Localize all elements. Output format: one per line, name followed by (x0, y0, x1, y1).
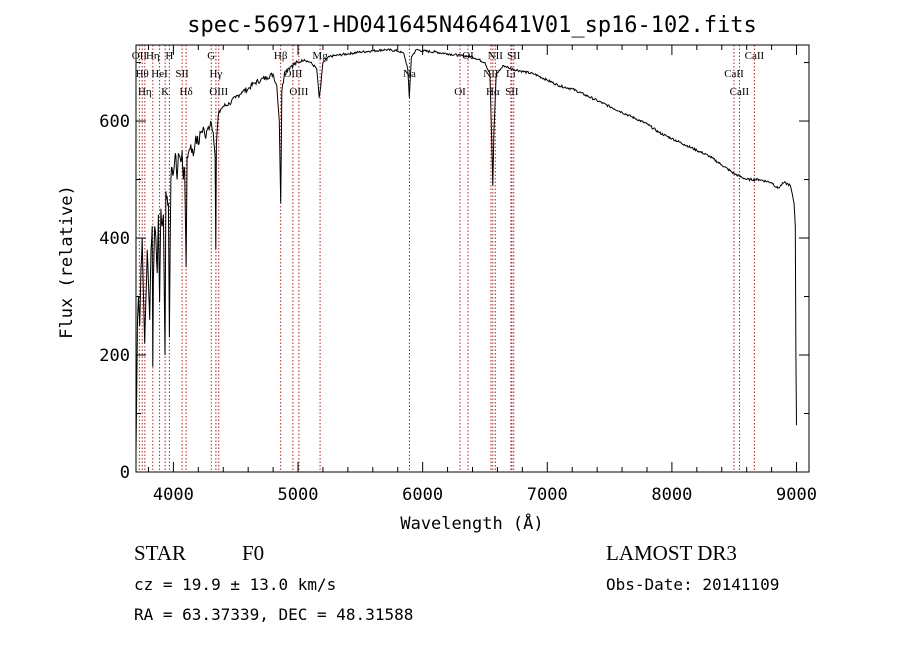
flux-series-line (135, 48, 797, 455)
line-marker-label: OI (454, 86, 466, 98)
line-markers (138, 45, 755, 472)
line-marker-label: SII (505, 86, 519, 98)
line-marker-label: Hβ (274, 50, 288, 62)
y-tick-label: 0 (120, 463, 130, 483)
plot-frame (135, 44, 810, 473)
line-marker-label: Mg (312, 50, 328, 62)
line-marker-label: SII (507, 50, 521, 62)
line-marker-label: Hθ (136, 68, 149, 80)
redshift-info: cz = 19.9 ± 13.0 km/s (134, 575, 336, 594)
line-marker-label: Hη (138, 86, 152, 98)
x-tick-label: 7000 (527, 485, 568, 505)
y-axis: 0 200 400 600 (99, 62, 809, 483)
y-axis-label: Flux (relative) (57, 185, 77, 339)
x-tick-label: 5000 (278, 485, 319, 505)
object-subclass: F0 (242, 541, 264, 565)
line-marker-label: Na (403, 68, 416, 80)
line-marker-label: CaII (730, 86, 750, 98)
x-tick-label: 4000 (153, 485, 194, 505)
line-marker-label: Hδ (180, 86, 193, 98)
line-marker-label: Hγ (209, 68, 222, 80)
line-marker-label: Hη (146, 50, 160, 62)
y-tick-label: 600 (99, 112, 130, 132)
line-marker-label: OIII (283, 68, 302, 80)
line-marker-label: Li (506, 68, 516, 80)
line-marker-label: CaII (724, 68, 744, 80)
coordinates: RA = 63.37339, DEC = 48.31588 (134, 605, 413, 624)
x-axis-label: Wavelength (Å) (400, 512, 543, 534)
line-marker-label: CaII (745, 50, 765, 62)
chart-title: spec-56971-HD041645N464641V01_sp16-102.f… (187, 13, 757, 38)
x-tick-label: 8000 (651, 485, 692, 505)
y-tick-label: 200 (99, 346, 130, 366)
object-class: STAR (134, 541, 186, 565)
line-marker-label: OIII (209, 86, 228, 98)
line-marker-label: K (161, 86, 169, 98)
x-tick-label: 6000 (402, 485, 443, 505)
line-marker-label: NII (488, 50, 504, 62)
line-marker-label: H (165, 50, 173, 62)
y-tick-label: 400 (99, 229, 130, 249)
line-marker-label: NII (483, 68, 499, 80)
line-marker-label: G (207, 50, 215, 62)
line-marker-label: OIII (289, 86, 308, 98)
x-tick-label: 9000 (776, 485, 817, 505)
line-marker-label: HeI (151, 68, 168, 80)
survey-name: LAMOST DR3 (606, 541, 737, 565)
line-marker-label: SII (175, 68, 189, 80)
obs-date: Obs-Date: 20141109 (606, 575, 779, 594)
line-marker-label: Hα (486, 86, 500, 98)
x-axis: 4000 5000 6000 7000 8000 9000 (147, 45, 817, 505)
line-marker-labels: OIIHθHηHηHeIKHSIIHδGHγOIIIHβOIIIOIIIMgNa… (132, 50, 765, 98)
